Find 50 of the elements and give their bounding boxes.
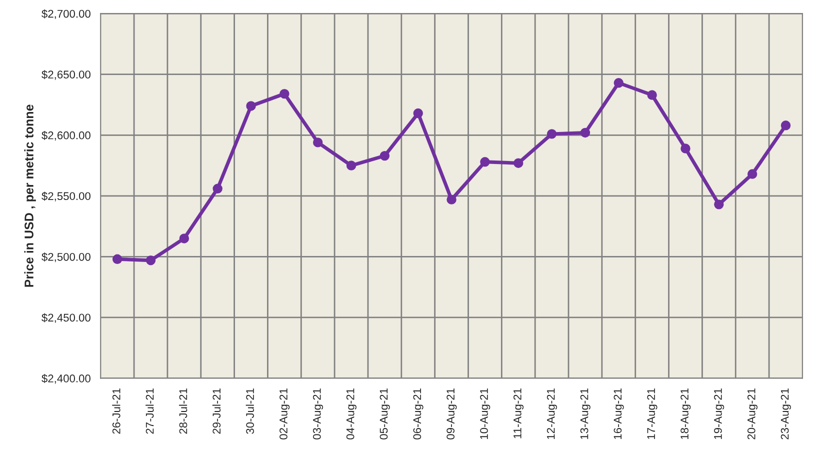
x-tick-label: 09-Aug-21 (446, 388, 457, 440)
y-tick-label: $2,650.00 (42, 70, 90, 80)
x-tick-label: 27-Jul-21 (146, 388, 154, 434)
point (747, 169, 758, 179)
y-tick-label: $2,450.00 (42, 313, 90, 323)
point (413, 108, 423, 118)
point (480, 157, 490, 167)
point (680, 144, 690, 154)
x-tick-label: 13-Aug-21 (580, 388, 590, 440)
x-tick-label: 20-Aug-21 (747, 388, 758, 440)
point (780, 120, 791, 130)
x-tick-label: 18-Aug-21 (680, 388, 691, 440)
x-tick-label: 06-Aug-21 (413, 388, 424, 440)
point (146, 255, 156, 266)
point (112, 254, 122, 264)
point (546, 129, 557, 139)
x-tick-label: 12-Aug-21 (546, 388, 557, 440)
y-tick-label: $2,700.00 (42, 9, 90, 20)
x-tick-label: 16-Aug-21 (614, 388, 624, 440)
point (346, 160, 356, 170)
x-tick-label: 28-Jul-21 (178, 388, 188, 434)
x-tick-label: 23-Aug-21 (780, 388, 791, 440)
point (514, 158, 524, 168)
point (446, 194, 456, 204)
point (312, 138, 323, 148)
y-tick-label: $2,500.00 (42, 252, 90, 262)
point (212, 184, 222, 194)
y-tick-label: $2,600.00 (42, 130, 90, 141)
y-tick-label: $2,400.00 (42, 374, 90, 384)
point (246, 101, 256, 111)
point (179, 234, 190, 244)
x-tick-label: 05-Aug-21 (380, 388, 390, 440)
point (280, 88, 290, 99)
x-tick-label: 19-Aug-21 (714, 388, 724, 440)
x-tick-label: 30-Jul-21 (246, 388, 254, 434)
point (580, 128, 590, 138)
x-tick-label: 29-Jul-21 (212, 388, 221, 434)
point (647, 90, 657, 100)
y-axis-title: Price in USD , per metric tonne (24, 104, 36, 287)
x-tick-label: 10-Aug-21 (480, 388, 490, 440)
point (380, 150, 390, 161)
point (714, 200, 724, 210)
point (614, 78, 624, 88)
x-tick-label: 04-Aug-21 (346, 388, 356, 440)
x-tick-label: 02-Aug-21 (280, 388, 290, 440)
x-tick-label: 26-Jul-21 (112, 388, 120, 434)
x-tick-label: 17-Aug-21 (647, 388, 658, 440)
x-tick-label: 11-Aug-21 (513, 388, 524, 438)
x-tick-label: 03-Aug-21 (312, 388, 324, 440)
y-tick-label: $2,550.00 (42, 192, 90, 202)
